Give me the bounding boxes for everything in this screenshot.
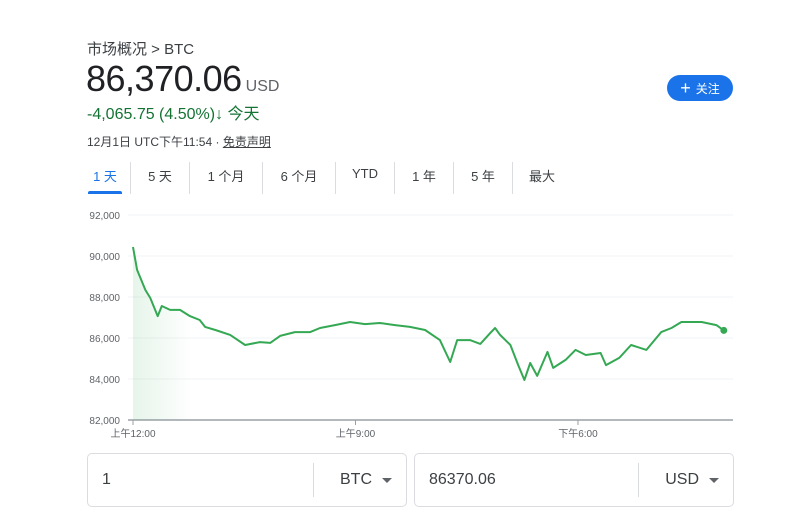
from-currency-label: BTC [340, 471, 372, 488]
follow-button[interactable]: + 关注 [667, 75, 733, 101]
y-tick-label: 84,000 [89, 375, 120, 386]
tab-1d[interactable]: 1 天 [80, 162, 130, 194]
timestamp-line: 12月1日 UTC下午11:54 · 免责声明 [87, 133, 271, 150]
x-tick-label: 下午6:00 [558, 427, 598, 440]
tab-5d[interactable]: 5 天 [130, 162, 189, 194]
change-text: -4,065.75 (4.50%) [87, 106, 216, 123]
last-price-dot [720, 326, 728, 334]
tab-max[interactable]: 最大 [512, 162, 571, 194]
to-amount-input[interactable]: 86370.06 [429, 471, 496, 488]
arrow-down-icon: ↓ [215, 106, 224, 123]
current-price: 86,370.06 USD [86, 58, 279, 100]
plus-icon: + [680, 78, 691, 98]
price-currency: USD [245, 78, 280, 95]
disclaimer-link[interactable]: 免责声明 [222, 135, 271, 149]
tab-1m[interactable]: 1 个月 [189, 162, 262, 194]
area-fill [133, 247, 724, 420]
follow-label: 关注 [695, 81, 720, 96]
price-line [132, 246, 725, 381]
range-tabs: 1 天 5 天 1 个月 6 个月 YTD 1 年 5 年 最大 [80, 162, 571, 194]
to-currency-label: USD [665, 471, 699, 488]
price-change: -4,065.75 (4.50%)↓ 今天 [87, 100, 260, 124]
tab-6m[interactable]: 6 个月 [262, 162, 335, 194]
change-period: 今天 [227, 106, 260, 123]
y-tick-label: 86,000 [89, 334, 120, 345]
breadcrumb[interactable]: 市场概况 > BTC [87, 41, 195, 58]
y-tick-label: 82,000 [89, 416, 120, 427]
price-value: 86,370.06 [86, 58, 242, 99]
caret-down-icon [382, 477, 392, 483]
to-converter: 86370.06 USD [414, 453, 734, 507]
y-tick-label: 88,000 [89, 293, 120, 304]
y-tick-label: 92,000 [89, 211, 120, 222]
y-tick-label: 90,000 [89, 252, 120, 263]
tab-ytd[interactable]: YTD [335, 162, 394, 194]
tab-5y[interactable]: 5 年 [453, 162, 512, 194]
from-currency-select[interactable]: BTC [313, 463, 406, 497]
x-tick-label: 上午9:00 [336, 427, 376, 440]
caret-down-icon [709, 477, 719, 483]
timestamp: 12月1日 UTC下午11:54 · [87, 135, 223, 149]
from-amount-input[interactable]: 1 [102, 471, 111, 488]
tab-1y[interactable]: 1 年 [394, 162, 453, 194]
from-converter: 1 BTC [87, 453, 407, 507]
to-currency-select[interactable]: USD [638, 463, 733, 497]
x-tick-label: 上午12:00 [110, 427, 155, 440]
price-chart[interactable]: 92,000 90,000 88,000 86,000 84,000 82,000上午12… [0, 0, 788, 450]
